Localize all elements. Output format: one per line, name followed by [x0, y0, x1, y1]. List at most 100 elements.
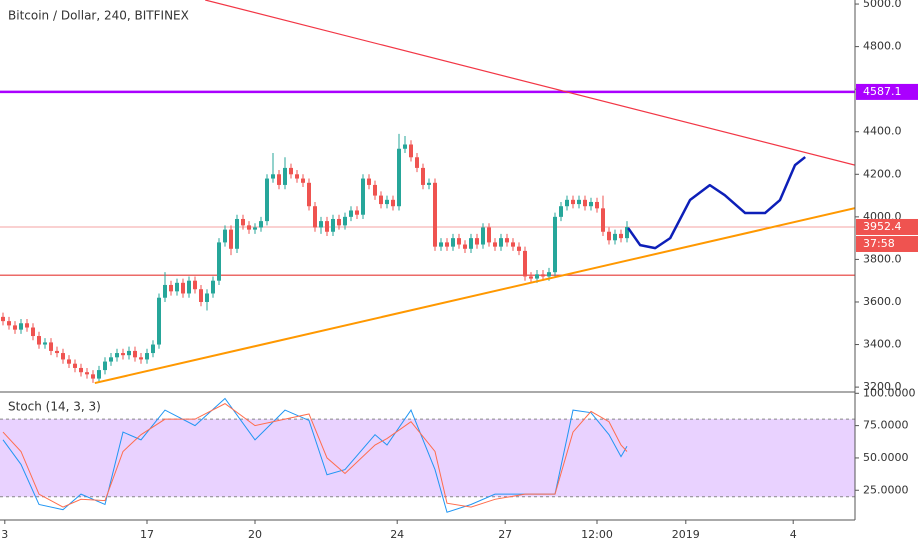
candle-body: [1, 316, 5, 322]
y-tick-label: 100.0000: [863, 386, 916, 399]
trendline: [205, 0, 855, 166]
y-tick-label: 3200.0: [863, 380, 902, 393]
stoch-line: [2, 397, 628, 513]
candle-body: [235, 218, 239, 249]
candle-body: [625, 226, 629, 239]
y-tick-label: 5000.0: [863, 0, 902, 10]
candle-body: [193, 280, 197, 290]
countdown-label-box: [856, 235, 918, 252]
hline-label-box: [856, 83, 918, 100]
candle-body: [301, 178, 305, 183]
x-tick-label: 3: [1, 528, 8, 541]
candle-body: [409, 144, 413, 158]
candle-body: [229, 229, 233, 249]
x-tick-label: 12:00: [581, 528, 613, 541]
candle-body: [97, 370, 101, 379]
candle-body: [589, 201, 593, 207]
candle-body: [115, 353, 119, 358]
candle-body: [361, 178, 365, 215]
candle-body: [109, 357, 113, 362]
stoch-band: [0, 419, 855, 497]
candle-body: [385, 199, 389, 205]
candle-body: [577, 199, 581, 205]
candle-body: [325, 221, 329, 232]
candle-body: [451, 238, 455, 247]
candle-body: [445, 242, 449, 247]
candle-body: [271, 174, 275, 179]
candle-body: [49, 342, 53, 351]
candle-body: [133, 350, 137, 358]
candle-body: [79, 367, 83, 373]
x-tick-label: 24: [390, 528, 404, 541]
candle-body: [487, 227, 491, 243]
candle-body: [457, 238, 461, 245]
candle-body: [493, 242, 497, 247]
candle-body: [553, 216, 557, 273]
candle-body: [7, 321, 11, 326]
candle-body: [205, 293, 209, 302]
candle-body: [247, 225, 251, 230]
candle-body: [85, 372, 89, 375]
chart-title: Bitcoin / Dollar, 240, BITFINEX: [8, 9, 189, 23]
candle-body: [67, 359, 71, 364]
y-tick-label: 50.0000: [863, 451, 909, 464]
candle-body: [403, 144, 407, 149]
candle-body: [433, 182, 437, 247]
y-tick-label: 25.0000: [863, 483, 909, 496]
candle-body: [43, 342, 47, 345]
candle-body: [145, 353, 149, 360]
candle-body: [265, 178, 269, 222]
y-tick-label: 4400.0: [863, 125, 902, 138]
stoch-pane: [0, 397, 855, 513]
candle-body: [595, 201, 599, 209]
x-tick-label: 2019: [672, 528, 700, 541]
candle-body: [421, 167, 425, 185]
candle-body: [379, 195, 383, 205]
y-tick-label: 3400.0: [863, 338, 902, 351]
y-tick-label: 4800.0: [863, 40, 902, 53]
candle-body: [601, 208, 605, 232]
candle-body: [241, 218, 245, 226]
candle-body: [367, 178, 371, 185]
candle-body: [415, 157, 419, 168]
stoch-line: [2, 403, 628, 508]
candle-body: [121, 353, 125, 356]
candle-body: [583, 199, 587, 207]
candle-body: [559, 206, 563, 217]
candle-body: [571, 199, 575, 205]
candle-body: [181, 282, 185, 294]
candle-body: [73, 363, 77, 368]
candle-body: [307, 182, 311, 207]
candle-body: [151, 344, 155, 354]
candle-body: [61, 353, 65, 360]
candle-body: [217, 242, 221, 281]
candle-body: [319, 221, 323, 228]
price-pane: [0, 0, 855, 385]
candle-body: [313, 206, 317, 228]
candle-body: [55, 350, 59, 354]
last-price-label: 3952.4: [863, 220, 902, 233]
y-tick-label: 3800.0: [863, 252, 902, 265]
countdown-label: 37:58: [863, 237, 895, 250]
candle-body: [211, 280, 215, 294]
candle-body: [169, 284, 173, 292]
candle-body: [19, 323, 23, 330]
candle-body: [157, 297, 161, 345]
candle-body: [469, 238, 473, 249]
candle-body: [343, 216, 347, 226]
candle-body: [499, 238, 503, 247]
y-tick-label: 75.0000: [863, 419, 909, 432]
candle-body: [619, 233, 623, 239]
candle-body: [25, 323, 29, 328]
candle-body: [253, 227, 257, 230]
candle-body: [391, 199, 395, 207]
candle-body: [175, 282, 179, 292]
trendline: [94, 207, 855, 385]
candle-body: [163, 284, 167, 298]
x-tick-label: 4: [790, 528, 797, 541]
candle-body: [223, 229, 227, 243]
candle-body: [283, 167, 287, 185]
candle-body: [91, 374, 95, 379]
y-tick-label: 4200.0: [863, 167, 902, 180]
